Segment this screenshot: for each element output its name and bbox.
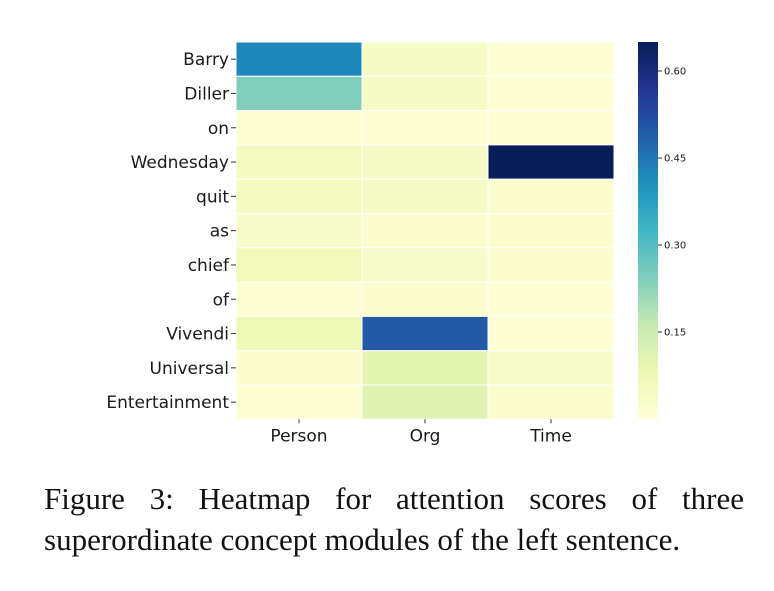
colorbar-tick-label: 0.15 — [664, 328, 686, 339]
heatmap-cell — [361, 213, 489, 249]
heatmap-cell — [235, 384, 363, 420]
heatmap-cell — [487, 144, 615, 180]
heatmap-cell — [361, 178, 489, 214]
heatmap-cell — [487, 178, 615, 214]
heatmap-cell — [361, 75, 489, 112]
column-label: Org — [410, 426, 441, 446]
heatmap-figure: Barry Diller on Wednesday quit as chief of Viven… — [106, 41, 686, 446]
row-tick-labels: Barry Diller on Wednesday quit as chief of Viven… — [106, 50, 236, 413]
row-label: on — [208, 119, 229, 139]
figure-caption: Figure 3: Heatmap for attention scores o… — [44, 481, 744, 557]
heatmap-cell — [361, 144, 489, 180]
heatmap-cell — [235, 213, 363, 249]
heatmap-cell — [487, 75, 615, 112]
colorbar: 0.15 0.30 0.45 0.60 — [638, 42, 686, 419]
heatmap-cell — [361, 110, 489, 146]
row-label: quit — [196, 187, 229, 207]
heatmap-cell — [235, 178, 363, 214]
colorbar-tick-label: 0.45 — [664, 154, 686, 165]
heatmap-cell — [235, 281, 363, 317]
row-label: Diller — [184, 84, 229, 104]
heatmap-cell — [487, 41, 615, 77]
row-label: as — [210, 222, 229, 242]
row-label: of — [213, 290, 230, 310]
heatmap-cell — [487, 384, 615, 420]
row-label: Entertainment — [106, 393, 229, 413]
heatmap-cell — [487, 247, 615, 283]
heatmap-cell — [487, 315, 615, 352]
heatmap-cell — [361, 315, 489, 352]
column-label: Person — [270, 426, 327, 446]
heatmap-cell — [487, 110, 615, 146]
heatmap-cell — [361, 281, 489, 317]
row-label: Barry — [183, 50, 229, 70]
heatmap-cell — [487, 281, 615, 317]
heatmap-cells — [235, 41, 615, 420]
heatmap-cell — [361, 384, 489, 420]
heatmap-cell — [235, 247, 363, 283]
row-label: Vivendi — [166, 325, 229, 345]
heatmap-cell — [235, 315, 363, 352]
column-label: Time — [529, 426, 572, 446]
heatmap-cell — [361, 350, 489, 386]
heatmap-cell — [235, 144, 363, 180]
heatmap-cell — [487, 213, 615, 249]
row-label: Wednesday — [131, 153, 229, 173]
heatmap-cell — [235, 110, 363, 146]
colorbar-tick-label: 0.60 — [664, 67, 686, 78]
heatmap-cell — [487, 350, 615, 386]
row-label: chief — [188, 256, 230, 276]
heatmap-cell — [235, 350, 363, 386]
colorbar-tick-label: 0.30 — [664, 241, 686, 252]
heatmap-cell — [361, 41, 489, 77]
heatmap-cell — [235, 75, 363, 112]
heatmap-cell — [235, 41, 363, 77]
heatmap-cell — [361, 247, 489, 283]
row-label: Universal — [150, 359, 229, 379]
colorbar-gradient — [638, 42, 658, 419]
column-tick-labels: Person Org Time — [270, 419, 572, 446]
